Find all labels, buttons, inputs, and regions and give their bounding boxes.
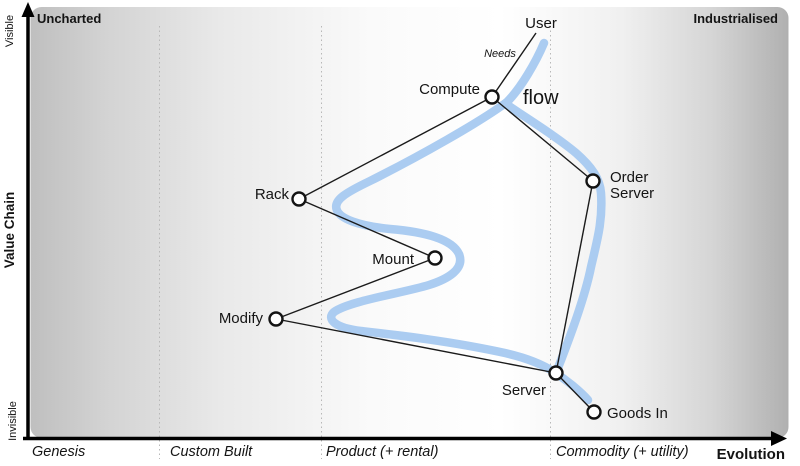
x-axis-title: Evolution xyxy=(717,446,785,463)
node-circle-server xyxy=(548,365,564,381)
flow-band-main xyxy=(327,38,593,405)
edge-order-server-server xyxy=(555,180,594,374)
edge-compute-order-server xyxy=(491,96,594,182)
node-circle-mount xyxy=(427,250,443,266)
y-axis-bottom-label: Invisible xyxy=(7,401,19,441)
node-circle-modify xyxy=(268,311,284,327)
node-label-order-server-line2: Server xyxy=(610,185,654,202)
node-label-server: Server xyxy=(502,382,546,399)
node-label-mount: Mount xyxy=(372,251,415,268)
stage-label-commodity: Commodity (+ utility) xyxy=(556,444,689,460)
node-label-user: User xyxy=(525,15,557,32)
flow-band-order-branch xyxy=(501,99,606,373)
region-label-uncharted: Uncharted xyxy=(37,11,101,26)
y-axis-arrow-icon xyxy=(21,2,35,17)
y-axis-title: Value Chain xyxy=(2,192,17,269)
x-axis-arrow-icon xyxy=(771,431,787,446)
edge-user-compute xyxy=(491,32,537,98)
stage-label-custom-built: Custom Built xyxy=(170,444,253,460)
node-label-rack: Rack xyxy=(255,186,290,203)
node-label-order-server-line1: Order xyxy=(610,169,648,186)
node-circle-rack xyxy=(291,191,307,207)
edge-server-goods-in xyxy=(555,372,595,413)
node-label-modify: Modify xyxy=(219,310,264,327)
edge-rack-mount xyxy=(298,198,436,259)
node-label-goods-in: Goods In xyxy=(607,405,668,422)
node-label-compute: Compute xyxy=(419,81,480,98)
edge-modify-server xyxy=(275,318,557,374)
node-circle-order-server xyxy=(585,173,601,189)
region-label-industrialised: Industrialised xyxy=(693,11,778,26)
map-background xyxy=(30,7,789,438)
edge-mount-modify xyxy=(275,257,436,320)
stage-label-product: Product (+ rental) xyxy=(326,444,438,460)
flow-annotation: flow xyxy=(523,87,559,109)
node-circle-goods-in xyxy=(586,404,602,420)
needs-annotation: Needs xyxy=(484,48,516,60)
stage-label-genesis: Genesis xyxy=(32,444,85,460)
y-axis-top-label: Visible xyxy=(4,15,16,47)
node-circle-compute xyxy=(484,89,500,105)
edge-compute-rack xyxy=(298,96,493,200)
